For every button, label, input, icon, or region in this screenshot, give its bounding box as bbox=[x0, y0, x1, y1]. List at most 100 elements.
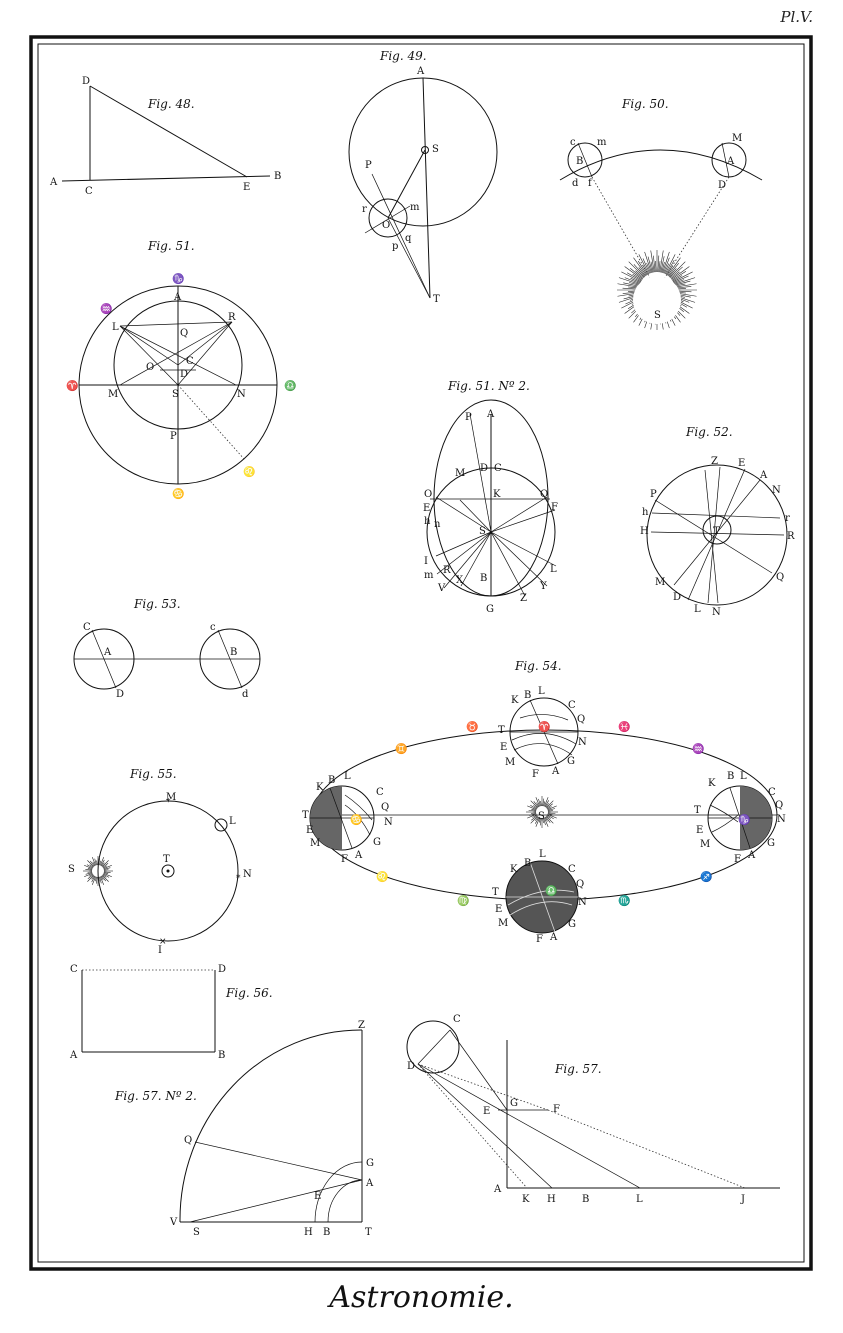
label-E-left: E bbox=[306, 825, 313, 836]
label-Q: Q bbox=[180, 328, 188, 339]
label-L: L bbox=[694, 604, 701, 615]
label-V: V bbox=[169, 1217, 178, 1228]
sun-ray bbox=[532, 814, 537, 818]
sun-ray bbox=[531, 812, 537, 814]
fig-49-caption: Fig. 49. bbox=[379, 49, 427, 63]
inner-frame bbox=[37, 43, 805, 1263]
sun-ray bbox=[535, 817, 540, 827]
sun-ray bbox=[538, 817, 541, 823]
label-A: A bbox=[173, 292, 182, 303]
label-B: B bbox=[274, 171, 281, 182]
sign-scorpio: ♏ bbox=[618, 894, 630, 907]
sun-ray bbox=[103, 867, 111, 870]
sun-ray bbox=[103, 865, 108, 869]
sun-ray bbox=[667, 257, 681, 276]
sun-ray bbox=[628, 261, 645, 278]
sign-leo: ♌ bbox=[376, 870, 388, 883]
label-M: M bbox=[732, 133, 742, 144]
sun-ray bbox=[621, 271, 642, 283]
label-S: S bbox=[479, 526, 486, 537]
sun-ray bbox=[544, 800, 550, 807]
sun-ray bbox=[655, 261, 657, 273]
sun-ray bbox=[92, 861, 96, 866]
sun-ray bbox=[547, 812, 556, 815]
sign-aquarius: ♒ bbox=[692, 742, 704, 755]
label-T-right: T bbox=[694, 805, 701, 816]
label-K-top: K bbox=[511, 695, 519, 706]
sign-cancer: ♋ bbox=[350, 813, 362, 826]
label-T: T bbox=[713, 526, 720, 537]
label-K-right: K bbox=[708, 778, 716, 789]
outer-frame bbox=[29, 35, 813, 1271]
label-M-right: M bbox=[700, 839, 710, 850]
label-S: S bbox=[193, 1227, 200, 1238]
label-B: B bbox=[480, 573, 487, 584]
label-G: G bbox=[366, 1158, 374, 1169]
label-N: N bbox=[243, 869, 252, 880]
sun-ray bbox=[536, 802, 540, 807]
sun-ray bbox=[528, 813, 537, 816]
sun-ray bbox=[533, 801, 539, 808]
label-T: T bbox=[163, 854, 170, 865]
sun-ray bbox=[671, 266, 690, 280]
label-M: M bbox=[455, 468, 465, 479]
label-K: K bbox=[493, 489, 501, 500]
sun-ray bbox=[531, 815, 538, 821]
sun-ray bbox=[528, 809, 537, 812]
label-N-bottom: N bbox=[712, 607, 721, 618]
label-G-top: G bbox=[567, 756, 575, 767]
sun-ray bbox=[538, 798, 541, 807]
label-m: m bbox=[597, 137, 607, 148]
label-R: R bbox=[787, 531, 795, 542]
sun-ray bbox=[544, 797, 549, 807]
sun-ray bbox=[103, 872, 109, 875]
label-H: H bbox=[640, 526, 649, 537]
sun-ray bbox=[624, 266, 643, 280]
sun-ray bbox=[669, 261, 686, 278]
sun-ray bbox=[99, 876, 102, 884]
sun-ray bbox=[673, 279, 685, 284]
label-A: A bbox=[49, 177, 58, 188]
label-S: S bbox=[654, 310, 661, 321]
svg-text:*: * bbox=[236, 874, 241, 884]
sun-ray bbox=[658, 261, 661, 273]
label-A: A bbox=[726, 156, 735, 167]
sun-ray bbox=[103, 873, 112, 878]
sun-ray bbox=[671, 270, 687, 281]
label-L: L bbox=[112, 322, 119, 333]
fig-50: Fig. 50. c m B d f M A D S bbox=[559, 97, 763, 330]
label-E-right: E bbox=[696, 825, 703, 836]
sun-ray bbox=[670, 266, 683, 279]
sun-ray bbox=[100, 857, 105, 866]
label-Q-top: Q bbox=[577, 714, 585, 725]
label-A-right: A bbox=[747, 850, 756, 861]
sun-ray bbox=[527, 814, 537, 819]
label-A: A bbox=[493, 1184, 502, 1195]
fig-50-caption: Fig. 50. bbox=[621, 97, 669, 111]
label-S: S bbox=[68, 864, 75, 875]
label-E: E bbox=[738, 458, 745, 469]
sun-ray bbox=[630, 277, 641, 283]
sun-ray bbox=[530, 800, 538, 808]
sun-ray bbox=[642, 258, 650, 274]
label-L-right: L bbox=[740, 771, 747, 782]
label-C-top: C bbox=[568, 700, 576, 711]
fig-55-caption: Fig. 55. bbox=[129, 767, 177, 781]
label-O: O bbox=[424, 489, 432, 500]
label-G-left: G bbox=[373, 837, 381, 848]
sun-ray bbox=[547, 806, 552, 810]
sun-ray bbox=[102, 860, 109, 867]
label-A-left: A bbox=[354, 850, 363, 861]
label-S: S bbox=[172, 389, 179, 400]
sun-ray bbox=[633, 264, 646, 277]
fig-54: Fig. 54. S K B L C bbox=[302, 659, 786, 945]
sun-ray bbox=[617, 283, 640, 288]
sun-ray bbox=[664, 263, 670, 274]
sun-ray bbox=[100, 876, 105, 885]
sun-ray bbox=[650, 250, 655, 273]
fig-51-no-2: Fig. 51. Nº 2. P A M D C K O Q E F h n S… bbox=[423, 379, 558, 615]
sun-ray bbox=[632, 273, 643, 281]
label-h: h bbox=[642, 507, 649, 518]
sign-sagittarius: ♐ bbox=[700, 870, 712, 883]
